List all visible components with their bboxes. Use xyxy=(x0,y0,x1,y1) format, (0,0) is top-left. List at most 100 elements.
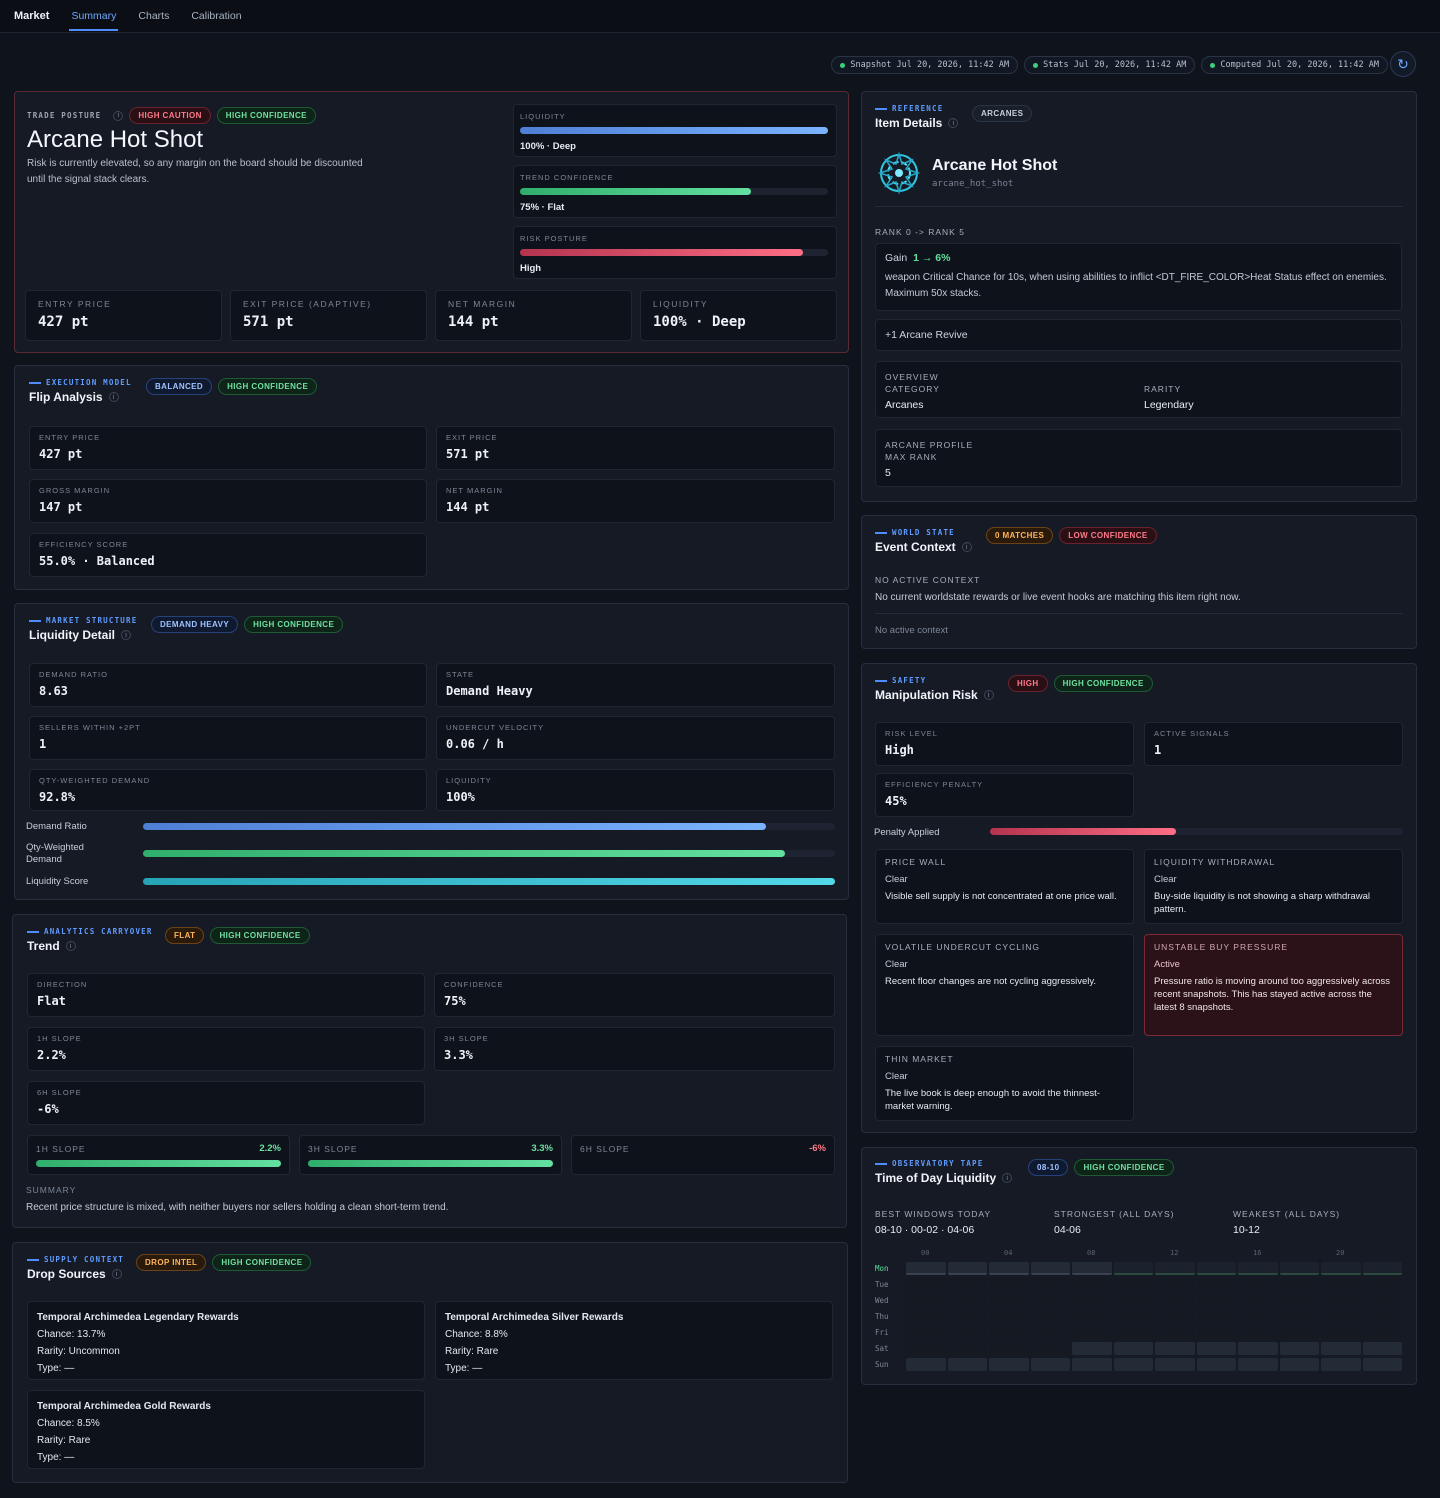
cell-value: 2.2% xyxy=(37,1048,66,1062)
item-title: Item Details i xyxy=(875,116,959,130)
arcane-icon xyxy=(876,150,922,196)
liq-eyebrow: MARKET STRUCTURE xyxy=(29,616,137,625)
info-icon[interactable]: i xyxy=(108,392,119,402)
heatmap-cell xyxy=(1238,1342,1278,1355)
meter-label: LIQUIDITY xyxy=(520,112,566,121)
meter-track xyxy=(520,127,828,134)
info-icon[interactable]: i xyxy=(121,630,132,640)
flip-title-text: Flip Analysis xyxy=(29,390,103,404)
day-label: Thu xyxy=(875,1312,889,1321)
manip-title-text: Manipulation Risk xyxy=(875,688,978,702)
liq-demand-ratio: DEMAND RATIO 8.63 xyxy=(29,663,427,707)
cell-value: 100% xyxy=(446,790,475,804)
heatmap-cell xyxy=(1196,1262,1236,1275)
divider xyxy=(875,206,1403,207)
liquidity-score-bar xyxy=(143,878,835,885)
hour-label: 04 xyxy=(1004,1249,1013,1257)
heatmap-cell xyxy=(1155,1294,1195,1307)
cell-label: DIRECTION xyxy=(37,980,88,989)
event-title-text: Event Context xyxy=(875,540,956,554)
drop-name: Temporal Archimedea Legendary Rewards xyxy=(37,1312,239,1323)
info-icon[interactable]: i xyxy=(948,118,959,128)
day-label: Fri xyxy=(875,1328,889,1337)
cell-value: 55.0% · Balanced xyxy=(39,554,155,568)
heatmap-cell xyxy=(1238,1310,1278,1323)
cell-label: EFFICIENCY PENALTY xyxy=(885,780,984,789)
refresh-button[interactable]: ↻ xyxy=(1390,51,1416,77)
cell-label: 3H SLOPE xyxy=(444,1034,489,1043)
manip-eyebrow: SAFETY xyxy=(875,676,926,685)
cell-value: 0.06 / h xyxy=(446,737,504,751)
window-badge: 08-10 xyxy=(1028,1159,1069,1176)
tab-summary[interactable]: Summary xyxy=(69,0,119,33)
slope-value: 2.2% xyxy=(259,1143,281,1154)
cell-value: 427 pt xyxy=(39,447,83,461)
info-icon[interactable]: i xyxy=(65,941,76,951)
meter-value: High xyxy=(520,263,542,274)
cell-value: 3.3% xyxy=(444,1048,473,1062)
slope-label: 6H SLOPE xyxy=(580,1144,630,1154)
rarity-label: RARITY xyxy=(1144,384,1182,394)
heatmap-cell xyxy=(989,1278,1029,1291)
cell-value: High xyxy=(885,743,914,757)
cell-value: 8.63 xyxy=(39,684,68,698)
item-details-card: REFERENCE Item Details i ARCANES Arcane H… xyxy=(861,91,1417,502)
heatmap-cell xyxy=(989,1326,1029,1339)
manipulation-risk-card: SAFETY Manipulation Risk i HIGH HIGH CONF… xyxy=(861,663,1417,1133)
tab-charts[interactable]: Charts xyxy=(138,10,170,22)
brand: Market xyxy=(14,10,50,22)
cell-label: EXIT PRICE xyxy=(446,433,498,442)
tod-title-text: Time of Day Liquidity xyxy=(875,1171,997,1185)
tab-calibration[interactable]: Calibration xyxy=(191,10,242,22)
slope-track xyxy=(308,1160,553,1167)
revive-text: +1 Arcane Revive xyxy=(885,329,968,341)
cell-label: ACTIVE SIGNALS xyxy=(1154,729,1230,738)
heatmap-cell xyxy=(1072,1262,1112,1275)
qty-weighted-bar xyxy=(143,850,835,857)
info-icon[interactable]: i xyxy=(113,110,124,121)
strong-label: STRONGEST (ALL DAYS) xyxy=(1054,1209,1175,1219)
info-icon[interactable]: i xyxy=(961,542,972,552)
heatmap-cell xyxy=(1155,1310,1195,1323)
slope-track xyxy=(36,1160,281,1167)
cell-label: EFFICIENCY SCORE xyxy=(39,540,129,549)
heatmap-cell xyxy=(947,1278,987,1291)
info-icon[interactable]: i xyxy=(983,690,994,700)
slope-value: 3.3% xyxy=(531,1143,553,1154)
cell-value: -6% xyxy=(37,1102,59,1116)
heatmap-cell xyxy=(1321,1326,1361,1339)
liq-sellers: SELLERS WITHIN +2PT 1 xyxy=(29,716,427,760)
cell-label: GROSS MARGIN xyxy=(39,486,111,495)
meter-liquidity: LIQUIDITY 100% · Deep xyxy=(513,104,837,157)
stat-label: EXIT PRICE (ADAPTIVE) xyxy=(243,299,372,309)
info-icon[interactable]: i xyxy=(111,1269,122,1279)
heatmap-cell xyxy=(1279,1278,1319,1291)
stat-entry-price: ENTRY PRICE 427 pt xyxy=(25,290,222,341)
info-icon[interactable]: i xyxy=(1002,1173,1013,1183)
refresh-icon: ↻ xyxy=(1397,55,1409,72)
signal-status: Clear xyxy=(1154,874,1177,885)
high-risk-badge: HIGH xyxy=(1008,675,1048,692)
heatmap-cell xyxy=(1196,1310,1236,1323)
heatmap-cell xyxy=(989,1358,1029,1371)
heatmap-cell xyxy=(906,1342,946,1355)
balanced-badge: BALANCED xyxy=(146,378,213,395)
liq-state: STATE Demand Heavy xyxy=(436,663,835,707)
stat-value: 427 pt xyxy=(38,314,89,330)
arcane-revive: +1 Arcane Revive xyxy=(875,319,1402,351)
heatmap-cell xyxy=(1155,1262,1195,1275)
trend-confidence: CONFIDENCE 75% xyxy=(434,973,835,1017)
rank-range: RANK 0 -> RANK 5 xyxy=(875,227,965,237)
heatmap-cell xyxy=(1155,1326,1195,1339)
stat-net-margin: NET MARGIN 144 pt xyxy=(435,290,632,341)
flip-exit-price: EXIT PRICE 571 pt xyxy=(436,426,835,470)
liq-title: Liquidity Detail i xyxy=(29,628,132,642)
confidence-badge: HIGH CONFIDENCE xyxy=(212,1254,312,1271)
meter-fill xyxy=(520,188,751,195)
rank-effect: Gain 1 → 6% weapon Critical Chance for 1… xyxy=(875,243,1402,311)
slope-meter-3h: 3H SLOPE 3.3% xyxy=(299,1135,562,1175)
meter-fill xyxy=(520,127,828,134)
slope-meter-1h: 1H SLOPE 2.2% xyxy=(27,1135,290,1175)
heatmap-cell xyxy=(1279,1358,1319,1371)
trend-title: Trend i xyxy=(27,939,76,953)
